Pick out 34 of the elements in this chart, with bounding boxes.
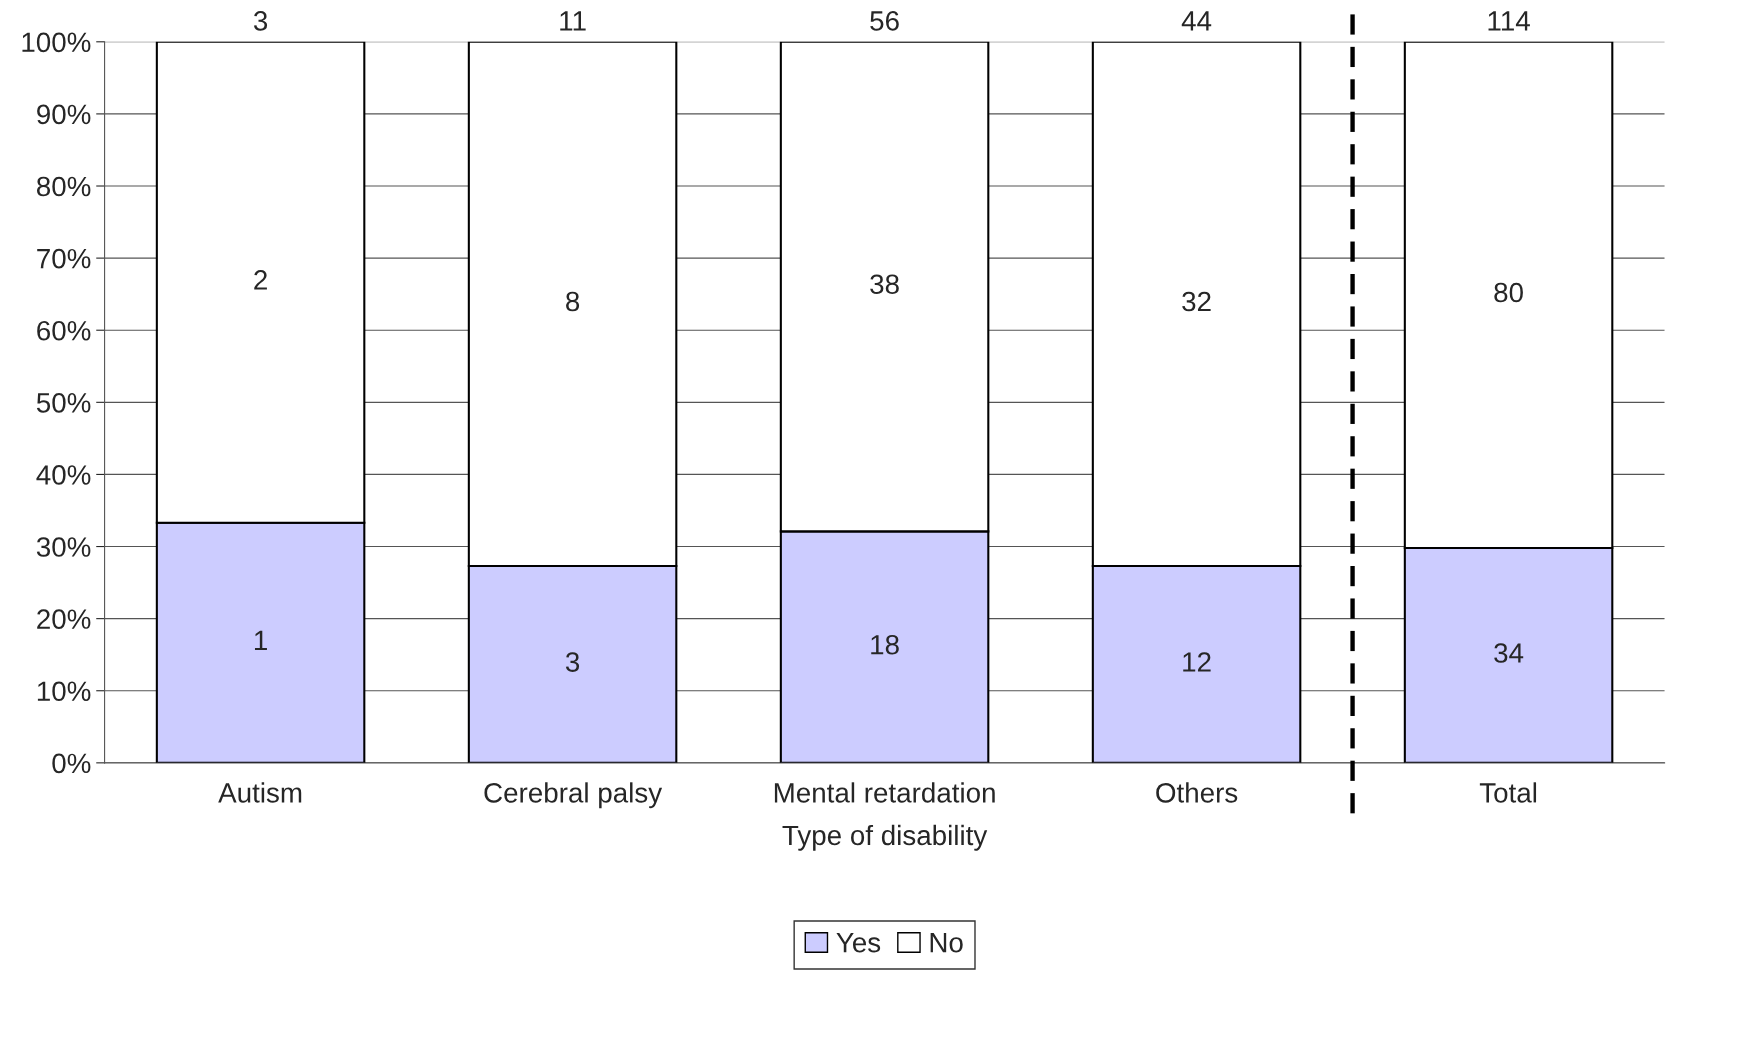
annotation: 3 [565, 652, 580, 672]
y-tick-label: 40% [36, 465, 91, 485]
text: 44 [1181, 11, 1212, 31]
x-tick-label: Others [1156, 782, 1238, 803]
x-tick-label: Autism [218, 782, 302, 803]
annotation: 38 [870, 274, 899, 295]
annotation: 1 [254, 630, 267, 650]
text: 56 [870, 11, 899, 31]
y-tick-label: 90% [37, 104, 91, 125]
y-tick-label: 70% [37, 248, 91, 269]
text: 3 [253, 11, 268, 31]
y-tick-label: 10% [37, 681, 91, 702]
annotation: 80 [1494, 282, 1523, 303]
text: 11 [560, 11, 586, 31]
y-tick-label: 20% [37, 609, 91, 629]
y-tick-label: 0% [52, 753, 91, 774]
annotation: 34 [1494, 643, 1524, 663]
x-tick-label: Mental retardation [774, 782, 995, 803]
x-tick-label: Total [1479, 782, 1537, 803]
y-tick-label: 30% [36, 537, 91, 557]
y-tick-label: 60% [37, 320, 91, 341]
x-tick-label: Cerebral palsy [484, 782, 663, 809]
annotation: 32 [1182, 291, 1211, 312]
y-tick-label: 100% [22, 32, 91, 53]
annotation: 12 [1183, 652, 1211, 672]
y-tick-label: 80% [37, 176, 91, 197]
y-tick-label: 50% [36, 392, 91, 413]
annotation: 8 [566, 291, 580, 312]
legend-label: Yes [836, 933, 881, 953]
text: 114 [1488, 11, 1530, 31]
legend-label: No [930, 933, 963, 953]
annotation: 2 [254, 270, 267, 290]
x-axis-title: Type of disability [782, 824, 988, 851]
annotation: 18 [871, 634, 899, 655]
